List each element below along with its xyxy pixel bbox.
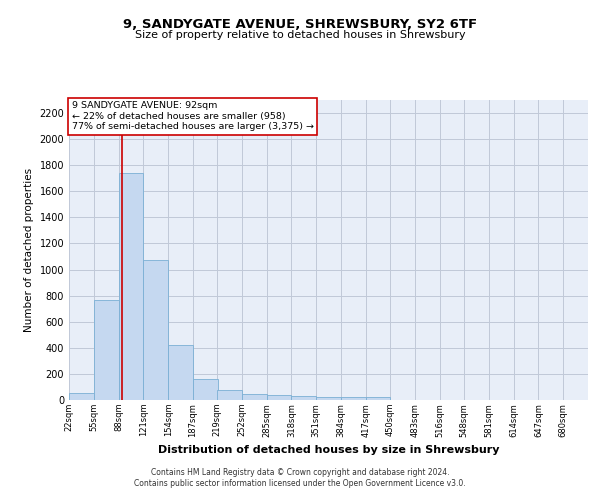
- X-axis label: Distribution of detached houses by size in Shrewsbury: Distribution of detached houses by size …: [158, 445, 499, 455]
- Text: Size of property relative to detached houses in Shrewsbury: Size of property relative to detached ho…: [134, 30, 466, 40]
- Bar: [119, 173, 143, 400]
- Text: 9, SANDYGATE AVENUE, SHREWSBURY, SY2 6TF: 9, SANDYGATE AVENUE, SHREWSBURY, SY2 6TF: [123, 18, 477, 30]
- Bar: [292, 396, 316, 400]
- Bar: [143, 260, 168, 400]
- Bar: [341, 398, 365, 400]
- Bar: [266, 395, 292, 400]
- Bar: [316, 398, 341, 400]
- Bar: [69, 393, 94, 400]
- Y-axis label: Number of detached properties: Number of detached properties: [24, 168, 34, 332]
- Text: 9 SANDYGATE AVENUE: 92sqm
← 22% of detached houses are smaller (958)
77% of semi: 9 SANDYGATE AVENUE: 92sqm ← 22% of detac…: [71, 102, 314, 132]
- Bar: [168, 345, 193, 400]
- Bar: [242, 394, 266, 400]
- Text: Contains HM Land Registry data © Crown copyright and database right 2024.
Contai: Contains HM Land Registry data © Crown c…: [134, 468, 466, 487]
- Bar: [217, 390, 242, 400]
- Bar: [94, 300, 119, 400]
- Bar: [193, 379, 218, 400]
- Bar: [365, 398, 391, 400]
